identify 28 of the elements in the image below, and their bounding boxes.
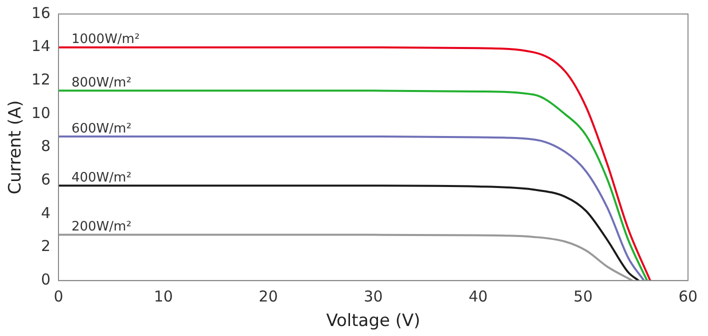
series-label: 800W/m²: [71, 76, 132, 91]
series-label: 400W/m²: [71, 170, 132, 186]
y-tick-label: 6: [40, 170, 50, 189]
y-tick-label: 2: [40, 237, 50, 256]
line-series: [58, 135, 645, 281]
x-tick-label: 60: [678, 287, 698, 306]
y-tick-label: 4: [40, 204, 50, 222]
line-series: [58, 184, 640, 281]
x-tick-label: 50: [574, 287, 593, 306]
line-series: [58, 234, 634, 281]
line-series: [58, 90, 648, 281]
y-tick-label: 8: [40, 137, 50, 156]
x-tick-label: 0: [54, 287, 64, 306]
line-series: [58, 46, 652, 281]
y-tick-label: 10: [31, 104, 50, 122]
x-tick-label: 40: [468, 287, 488, 306]
y-tick-label: 14: [31, 37, 50, 56]
y-tick-label: 16: [31, 4, 50, 22]
y-tick-label: 12: [31, 70, 50, 89]
x-tick-label: 30: [364, 287, 383, 306]
series-label: 600W/m²: [71, 121, 132, 136]
x-tick-label: 10: [154, 287, 173, 306]
x-tick-label: 20: [258, 287, 278, 306]
series-label: 1000W/m²: [71, 32, 140, 48]
y-tick-label: 0: [40, 270, 50, 288]
x-axis-title: Voltage (V): [326, 311, 420, 332]
series-label: 200W/m²: [71, 220, 132, 235]
y-axis-title: Current (A): [6, 100, 26, 194]
